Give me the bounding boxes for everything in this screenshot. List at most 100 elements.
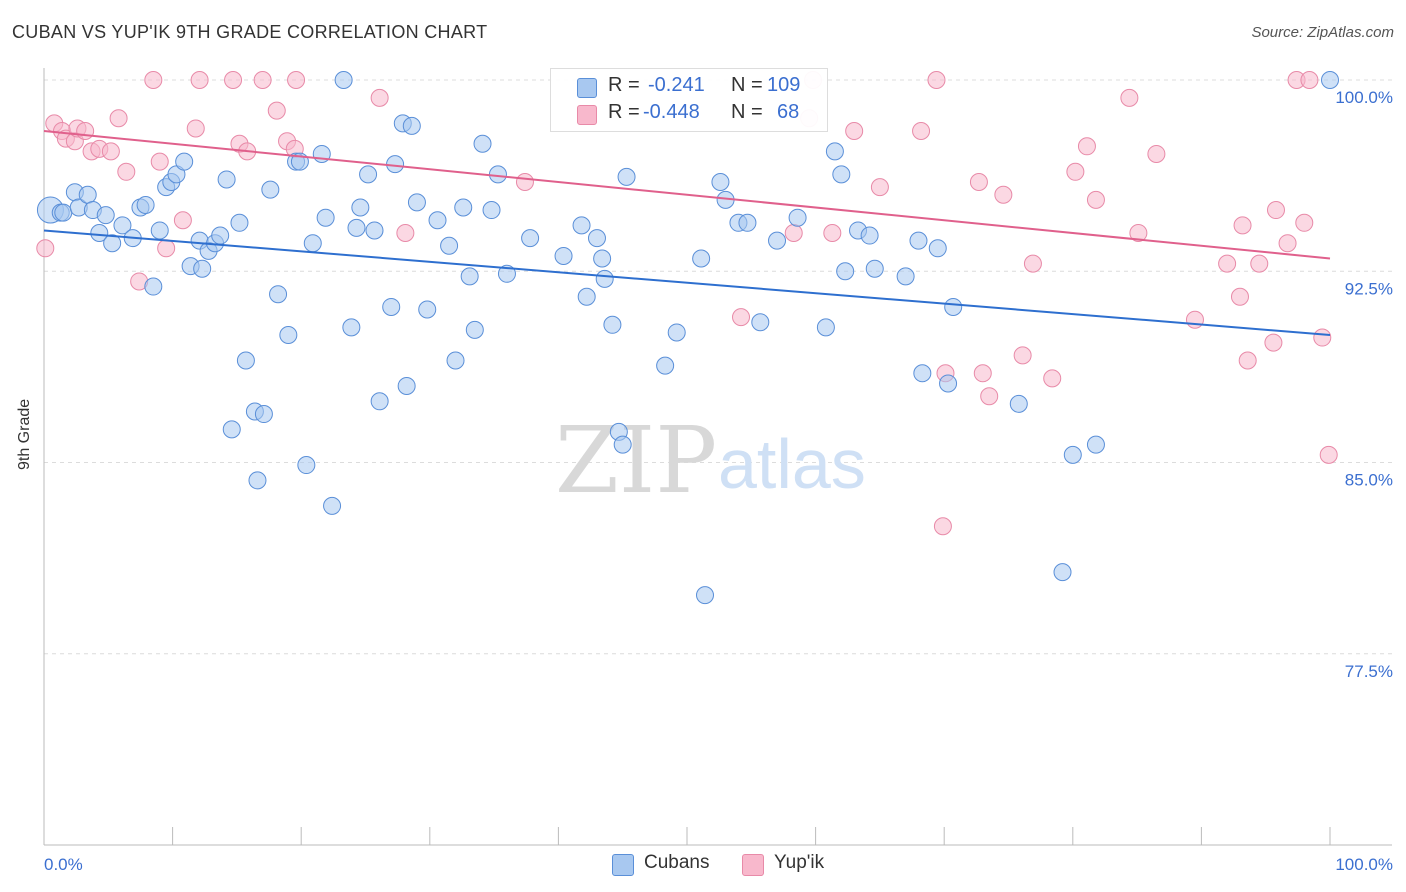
cubans-point	[342, 318, 361, 337]
yupik-point	[1023, 254, 1042, 273]
yupik-point	[980, 387, 999, 406]
yupik-point	[1300, 71, 1319, 89]
cubans-point	[667, 323, 686, 342]
cubans-point	[613, 435, 632, 454]
cubans-trend-line	[43, 229, 1331, 336]
yupik-point	[1250, 254, 1269, 273]
cubans-point	[254, 405, 273, 424]
cubans-point	[382, 297, 401, 316]
yupik-point	[784, 224, 803, 242]
source-label: Source: ZipAtlas.com	[1251, 24, 1394, 41]
cubans-point	[488, 165, 507, 184]
cubans-point	[351, 198, 370, 217]
cubans-point	[217, 170, 236, 189]
yupik-legend-swatch	[742, 854, 764, 876]
y-tick-label: 92.5%	[1345, 279, 1393, 298]
cubans-point	[913, 364, 932, 383]
yupik-point	[1013, 346, 1032, 365]
stats-legend: R = -0.241 N = 109 R = -0.448 N = 68	[550, 68, 828, 132]
cubans-point	[446, 351, 465, 370]
yupik-swatch	[577, 105, 597, 125]
cubans-point	[1009, 394, 1028, 413]
cubans-point	[656, 356, 675, 375]
cubans-point	[738, 213, 757, 232]
yupik-point	[1295, 213, 1314, 232]
cubans-point	[593, 249, 612, 268]
cubans-points	[36, 71, 1339, 605]
cubans-point	[465, 320, 484, 339]
cubans-point	[696, 586, 715, 605]
cubans-point	[603, 315, 622, 334]
cubans-point	[334, 71, 353, 89]
cubans-point	[1053, 563, 1072, 582]
yupik-point	[1230, 287, 1249, 306]
cubans-point	[428, 211, 447, 230]
cubans-point	[78, 185, 97, 204]
y-tick-labels: 100.0% 92.5% 85.0% 77.5%	[1335, 88, 1393, 681]
chart-title: CUBAN VS YUP'IK 9TH GRADE CORRELATION CH…	[12, 22, 488, 42]
cubans-point	[261, 180, 280, 199]
cubans-n-value: 109	[767, 74, 801, 96]
cubans-point	[316, 208, 335, 227]
cubans-point	[617, 167, 636, 186]
cubans-point	[347, 218, 366, 237]
yupik-point	[287, 71, 306, 89]
yupik-point	[267, 101, 286, 120]
cubans-point	[269, 285, 288, 304]
cubans-point	[860, 226, 879, 245]
cubans-point	[928, 239, 947, 258]
yupik-point	[927, 71, 946, 89]
watermark: ZIP atlas	[555, 407, 866, 514]
yupik-point	[144, 71, 163, 89]
cubans-point	[418, 300, 437, 319]
cubans-point	[113, 216, 132, 235]
cubans-point	[768, 231, 787, 250]
legend-row-cubans: R = -0.241 N = 109	[551, 74, 827, 100]
y-tick-label: 77.5%	[1345, 662, 1393, 681]
yupik-point	[109, 109, 128, 128]
cubans-point	[460, 267, 479, 286]
cubans-legend-swatch	[612, 854, 634, 876]
cubans-point	[865, 259, 884, 278]
cubans-point	[397, 377, 416, 395]
yupik-point	[1266, 201, 1285, 220]
cubans-point	[521, 229, 540, 248]
r-label: R =	[608, 74, 640, 96]
cubans-point	[751, 313, 770, 332]
yupik-point	[1313, 328, 1332, 347]
cubans-point	[944, 297, 963, 316]
yupik-legend-label: Yup'ik	[774, 852, 825, 873]
cubans-point	[825, 142, 844, 161]
yupik-points	[36, 71, 1338, 536]
cubans-point	[297, 456, 316, 475]
cubans-point	[230, 213, 249, 232]
yupik-point	[1086, 190, 1105, 209]
y-axis-label: 9th Grade	[16, 398, 33, 470]
yupik-point	[912, 122, 931, 140]
watermark-atlas: atlas	[718, 425, 866, 503]
cubans-point	[359, 165, 378, 184]
r-label: R =	[608, 101, 640, 123]
x-tick-label: 0.0%	[44, 855, 83, 874]
cubans-point	[788, 208, 807, 227]
cubans-point	[816, 318, 835, 337]
yupik-point	[186, 119, 205, 138]
cubans-point	[711, 173, 730, 191]
y-tick-label: 100.0%	[1335, 88, 1393, 107]
yupik-point	[1233, 216, 1252, 235]
yupik-point	[973, 364, 992, 383]
yupik-point	[823, 224, 842, 242]
legend-row-yupik: R = -0.448 N = 68	[551, 101, 827, 127]
cubans-point	[303, 234, 322, 253]
cubans-point	[1086, 435, 1105, 454]
cubans-point	[386, 155, 405, 174]
cubans-point	[96, 206, 115, 225]
cubans-point	[440, 236, 459, 255]
y-tick-label: 85.0%	[1345, 471, 1393, 490]
yupik-point	[1238, 351, 1257, 370]
cubans-point	[497, 264, 516, 283]
n-label: N =	[731, 74, 763, 96]
cubans-point	[150, 221, 169, 240]
cubans-point	[144, 277, 163, 296]
cubans-point	[454, 198, 473, 217]
